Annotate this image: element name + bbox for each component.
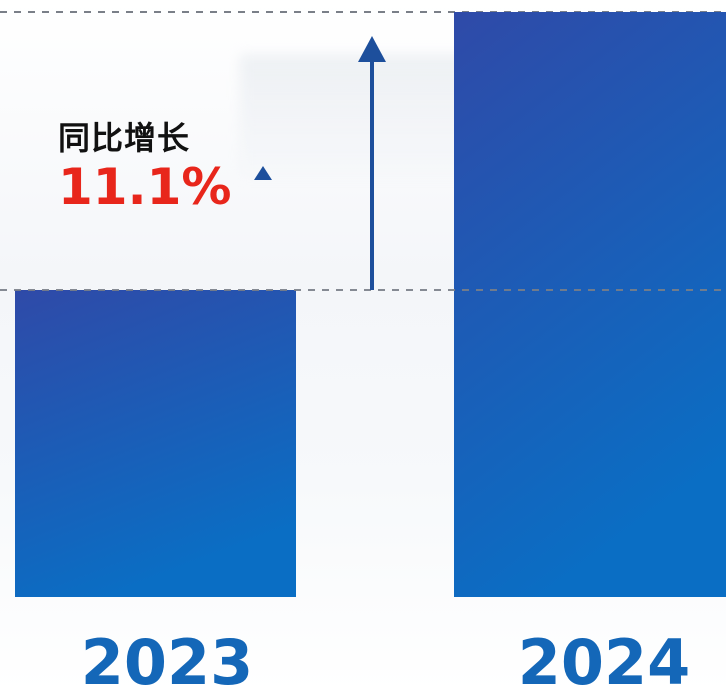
up-triangle-icon [254,166,272,180]
category-label-2023: 2023 [80,626,254,699]
bar-2023 [15,290,296,597]
growth-arrow [358,36,386,290]
background-skyline [240,55,470,175]
growth-value: 11.1% [58,158,232,216]
growth-label: 同比增长 [58,119,191,157]
category-label-2024: 2024 [517,626,691,699]
bar-2024 [454,12,726,597]
